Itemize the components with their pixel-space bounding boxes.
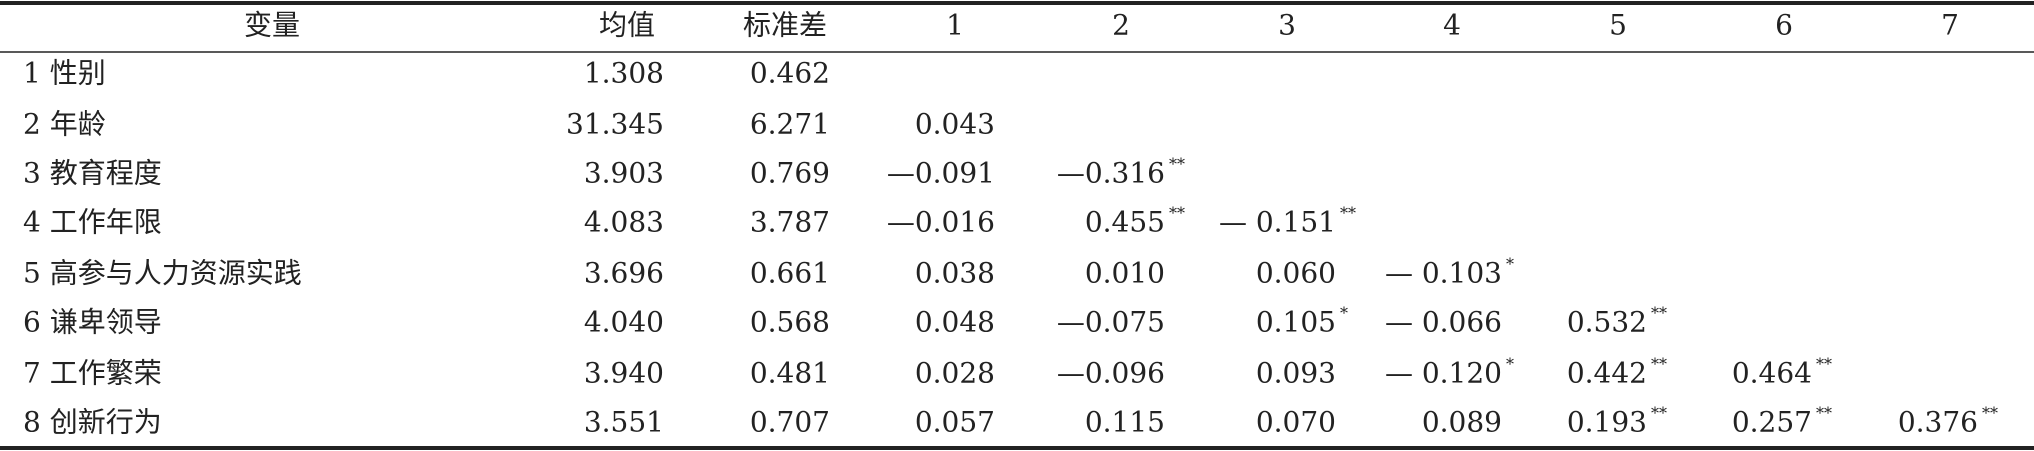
significance: **	[1340, 204, 1356, 223]
cell: 0.464	[1732, 357, 1812, 390]
cell: 3.551	[584, 406, 664, 439]
header-cell: 6	[1775, 9, 1793, 42]
cell: —0.316	[1057, 157, 1165, 190]
significance: **	[1816, 355, 1832, 374]
cell: 0.481	[750, 357, 830, 390]
significance: **	[1169, 204, 1185, 223]
header-cell: 4	[1443, 9, 1461, 42]
row-label: 4 工作年限	[23, 206, 162, 239]
significance: **	[1982, 404, 1998, 423]
cell: 0.769	[750, 157, 830, 190]
row-label: 1 性别	[23, 57, 106, 90]
cell: 3.696	[584, 257, 664, 290]
header-cell: 2	[1112, 9, 1130, 42]
header-cell: 均值	[599, 9, 655, 42]
cell: 4.040	[584, 306, 664, 339]
cell: 0.105	[1256, 306, 1336, 339]
cell: 0.057	[915, 406, 995, 439]
cell: — 0.120	[1385, 357, 1502, 390]
header-cell: 标准差	[743, 9, 827, 42]
cell: —0.091	[887, 157, 995, 190]
row-label: 5 高参与人力资源实践	[23, 257, 302, 290]
cell: 31.345	[566, 108, 664, 141]
cell: 0.028	[915, 357, 995, 390]
cell: 0.115	[1085, 406, 1165, 439]
cell: 0.010	[1085, 257, 1165, 290]
cell: —0.096	[1057, 357, 1165, 390]
significance: **	[1816, 404, 1832, 423]
cell: 0.661	[750, 257, 830, 290]
cell: 4.083	[584, 206, 664, 239]
cell: 0.455	[1085, 206, 1165, 239]
cell: 6.271	[750, 108, 830, 141]
cell: 0.043	[915, 108, 995, 141]
row-label: 6 谦卑领导	[23, 306, 162, 339]
cell: —0.016	[887, 206, 995, 239]
cell: 0.048	[915, 306, 995, 339]
cell: 0.089	[1422, 406, 1502, 439]
cell: 0.257	[1732, 406, 1812, 439]
cell: 3.940	[584, 357, 664, 390]
significance: **	[1169, 155, 1185, 174]
cell: 3.903	[584, 157, 664, 190]
header-cell: 5	[1609, 9, 1627, 42]
header-cell: 3	[1278, 9, 1296, 42]
cell: 0.568	[750, 306, 830, 339]
cell: 0.070	[1256, 406, 1336, 439]
significance: **	[1651, 355, 1667, 374]
significance: **	[1651, 304, 1667, 323]
significance: **	[1651, 404, 1667, 423]
row-label: 2 年龄	[23, 108, 106, 141]
significance: *	[1506, 255, 1514, 274]
cell: 0.060	[1256, 257, 1336, 290]
cell: — 0.066	[1385, 306, 1502, 339]
cell: —0.075	[1057, 306, 1165, 339]
cell: 0.442	[1567, 357, 1647, 390]
row-label: 3 教育程度	[23, 157, 162, 190]
row-label: 8 创新行为	[23, 406, 162, 439]
cell: 0.462	[750, 57, 830, 90]
significance: *	[1506, 355, 1514, 374]
cell: — 0.151	[1219, 206, 1336, 239]
cell: 1.308	[584, 57, 664, 90]
cell: 0.038	[915, 257, 995, 290]
row-label: 7 工作繁荣	[23, 357, 162, 390]
header-cell: 7	[1941, 9, 1959, 42]
cell: 0.093	[1256, 357, 1336, 390]
cell: 0.376	[1898, 406, 1978, 439]
cell: 0.707	[750, 406, 830, 439]
cell: 0.532	[1567, 306, 1647, 339]
header-cell: 1	[946, 9, 964, 42]
significance: *	[1340, 304, 1348, 323]
cell: 3.787	[750, 206, 830, 239]
cell: — 0.103	[1385, 257, 1502, 290]
header-cell: 变量	[244, 9, 300, 42]
cell: 0.193	[1567, 406, 1647, 439]
